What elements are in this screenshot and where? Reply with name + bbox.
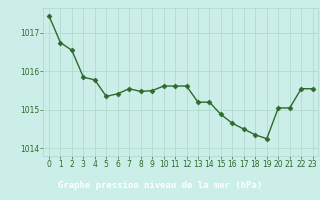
Text: Graphe pression niveau de la mer (hPa): Graphe pression niveau de la mer (hPa) [58, 181, 262, 190]
